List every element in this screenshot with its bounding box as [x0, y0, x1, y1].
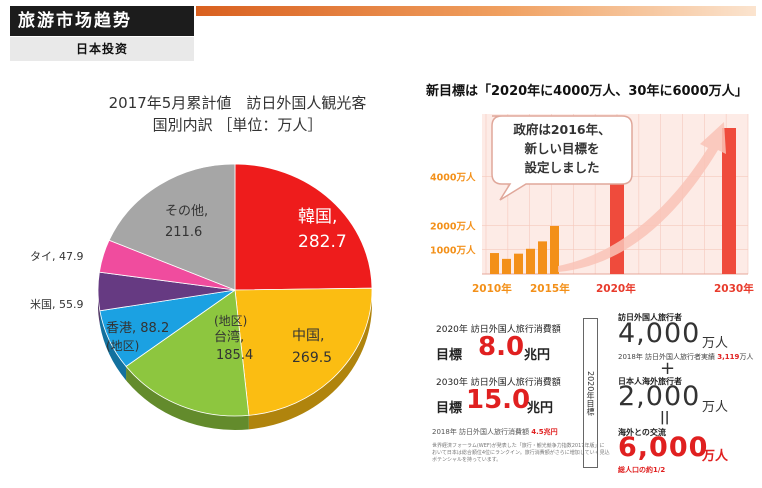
pie-value-6: 211.6	[165, 225, 202, 240]
goal-y-tick-1: 2000万人	[430, 220, 476, 232]
spending-2030-unit: 兆円	[527, 401, 554, 416]
exchange-note: 総人口の約1/2	[618, 466, 666, 474]
pie-label-6: その他,	[165, 204, 208, 219]
equals-sign: ||	[660, 410, 670, 425]
goal-bar-2010	[490, 253, 499, 274]
visitors-note-label: 2018年 訪日外国人旅行者実績	[618, 353, 716, 361]
spending-2030-label: 2030年 訪日外国人旅行消費額	[436, 378, 561, 388]
fine-print-3: ボテンシャルを持っています。	[432, 457, 502, 463]
pie-labels: 韓国,282.7中国,269.5(地区)台湾,185.4香港, 88.2(地区)…	[30, 204, 347, 366]
goal-x-tick-1: 2015年	[530, 282, 570, 295]
pie-edge-3	[99, 310, 127, 381]
spending-2018-note-value: 4.5兆円	[531, 428, 558, 436]
pie-slice-0	[234, 163, 373, 291]
pie-label-0: 韓国,	[298, 207, 337, 227]
pie-label-3-b: (地区)	[106, 339, 139, 353]
pie-label-1: 中国,	[292, 328, 324, 344]
spending-2018-note-label: 2018年 訪日外国人旅行消費額	[432, 428, 530, 436]
pie-edge-1	[248, 290, 372, 430]
spending-2020-unit: 兆円	[524, 348, 551, 363]
fine-print-2: おいて日本は総合順位4位にランクイン。旅行消費額がさらに増加していく見込	[432, 450, 610, 456]
fine-print-1: 世界経済フォーラム(WEF)が発表した「旅行・観光競争力指数2017年版」に	[432, 443, 605, 449]
spending-2020-target-word: 目標	[436, 348, 463, 363]
goal-bar-2014	[538, 241, 547, 274]
pie-label-5: タイ, 47.9	[30, 250, 84, 263]
spending-2020-label: 2020年 訪日外国人旅行消費額	[436, 325, 561, 335]
outbound-value: 2,000	[618, 381, 701, 412]
goal-y-tick-0: 4000万人	[430, 172, 476, 184]
pie-chart-title: 2017年5月累計値 訪日外国人観光客	[108, 94, 367, 112]
spending-2020-value: 8.0	[478, 332, 525, 362]
pie-label-4: 米国, 55.9	[30, 298, 84, 311]
spending-2030-target-word: 目標	[436, 401, 463, 416]
goal-bar-2020	[610, 176, 624, 274]
goal-bar-2015	[550, 225, 559, 274]
plus-sign: +	[660, 358, 676, 379]
header-accent-bar	[196, 6, 756, 16]
pie-slice-1	[234, 287, 373, 416]
pie-slice-6	[108, 163, 236, 291]
pie-value-0: 282.7	[298, 232, 347, 252]
goal-bar-2012	[514, 253, 523, 274]
visitors-note-unit: 万人	[739, 353, 754, 361]
callout-line-2: 設定しました	[524, 160, 599, 175]
pie-label-3-a: 香港, 88.2	[106, 321, 169, 336]
goal-bar-2030	[722, 128, 736, 274]
goal-chart-title: 新目標は「2020年に4000万人、30年に6000万人」	[426, 84, 748, 99]
exchange-unit: 万人	[702, 449, 729, 464]
growth-arrow	[558, 122, 726, 272]
callout-line-0: 政府は2016年、	[513, 122, 610, 137]
outbound-label: 日本人海外旅行者	[618, 377, 682, 386]
pie-edge-2	[126, 366, 249, 430]
goal-x-tick-0: 2010年	[472, 282, 512, 295]
pie-value-2: 185.4	[216, 348, 253, 363]
visitors-value: 4,000	[618, 318, 701, 349]
goal-bar-2011	[502, 258, 511, 274]
callout-line-1: 新しい目標を	[524, 141, 599, 156]
goal-y-tick-2: 1000万人	[430, 245, 476, 257]
vertical-label: 2020年目標	[586, 370, 595, 416]
pie-value-1: 269.5	[292, 350, 332, 366]
page-subtitle: 日本投资	[10, 37, 194, 61]
visitors-unit: 万人	[702, 336, 729, 351]
exchange-value: 6,000	[618, 432, 709, 463]
visitors-note: 2018年 訪日外国人旅行者実績 3,119万人	[618, 352, 753, 362]
spending-2018-note: 2018年 訪日外国人旅行消費額 4.5兆円	[432, 427, 558, 437]
spending-2030-value: 15.0	[466, 385, 531, 415]
pie-chart: 韓国,282.7中国,269.5(地区)台湾,185.4香港, 88.2(地区)…	[30, 163, 373, 430]
pie-label-2-b: 台湾,	[214, 329, 244, 345]
callout-bubble	[491, 115, 633, 201]
vertical-label-frame	[583, 318, 598, 468]
pie-label-2-a: (地区)	[214, 314, 247, 328]
goal-x-tick-2: 2020年	[596, 282, 636, 295]
outbound-unit: 万人	[702, 400, 729, 415]
pie-slice-2	[125, 289, 250, 417]
goal-bar-chart: 4000万人 2000万人 1000万人 2010年 2015年 2020年 2030年 政府…	[430, 114, 754, 295]
page-title: 旅游市场趋势	[10, 6, 194, 36]
pie-chart-subtitle: 国別内訳 ［単位：万人］	[152, 116, 323, 134]
goal-x-tick-3: 2030年	[714, 282, 754, 295]
visitors-label: 訪日外国人旅行者	[618, 313, 682, 322]
visitors-note-value: 3,119	[717, 353, 740, 361]
exchange-label: 海外との交流	[618, 428, 666, 437]
goal-bar-2013	[526, 248, 535, 274]
pie-slices	[97, 163, 373, 417]
